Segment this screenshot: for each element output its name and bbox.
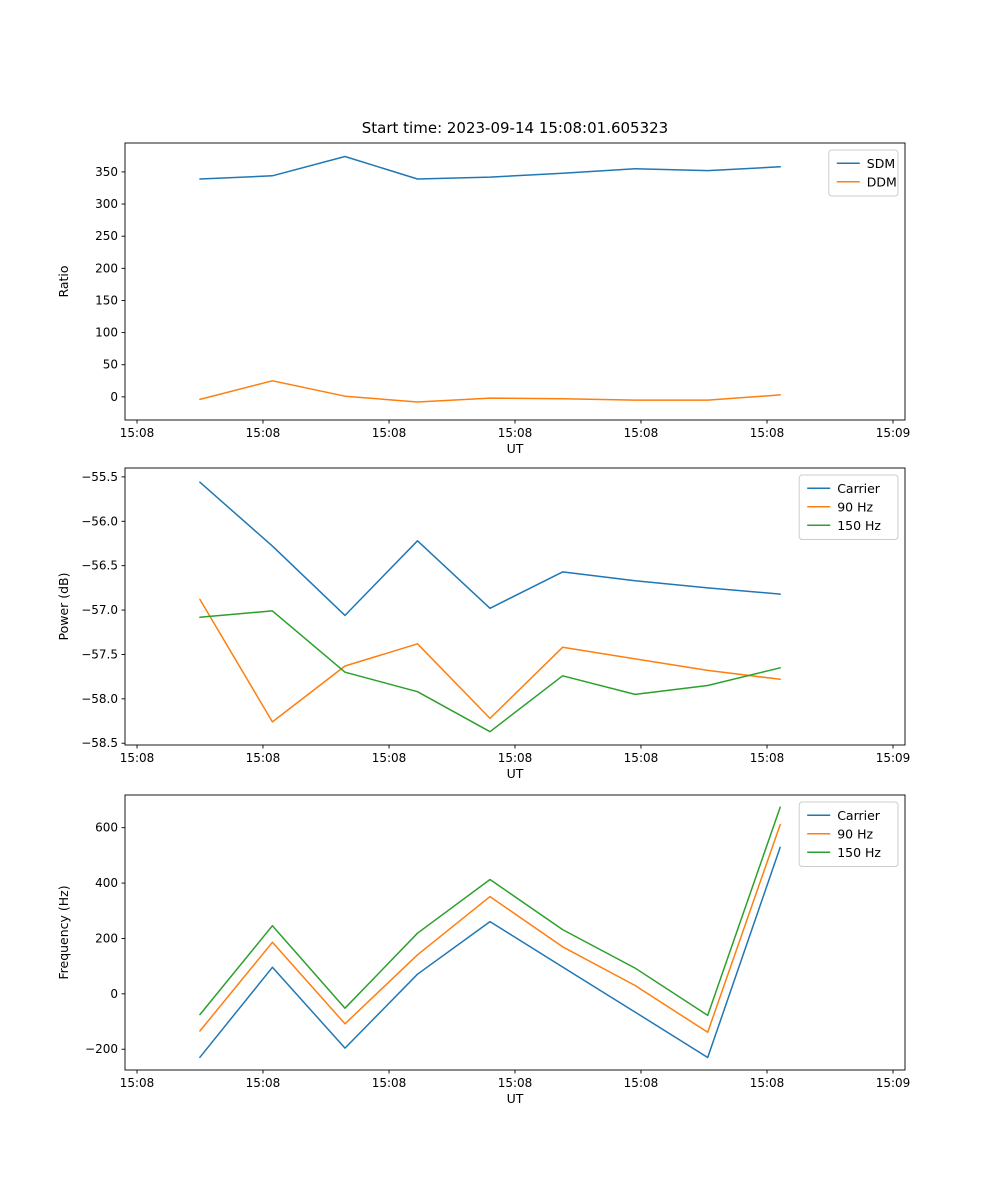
- x-tick-label: 15:08: [498, 1076, 533, 1090]
- x-tick-label: 15:08: [624, 426, 659, 440]
- legend-label: Carrier: [837, 481, 881, 496]
- x-tick-label: 15:09: [876, 751, 911, 765]
- ylabel-power: Power (dB): [56, 572, 71, 640]
- x-tick-label: 15:08: [120, 1076, 155, 1090]
- subplot-power: 15:08 15:08 15:08 15:08 15:08 15:08 15:09 −55.5…: [56, 467, 911, 781]
- ylabel-frequency: Frequency (Hz): [56, 885, 71, 979]
- x-tick-label: 15:08: [372, 1076, 407, 1090]
- xlabel-ratio: UT: [507, 441, 524, 456]
- legend-power: Carrier 90 Hz 150 Hz: [798, 474, 899, 540]
- y-tick-label: 600: [95, 821, 118, 835]
- x-tick-label: 15:08: [750, 426, 785, 440]
- line-150-hz: [199, 806, 781, 1017]
- chart-title: Start time: 2023-09-14 15:08:01.605323: [361, 119, 669, 137]
- y-tick-label: −57.5: [81, 647, 118, 661]
- xlabel-power: UT: [507, 766, 524, 781]
- legend-label: 150 Hz: [837, 845, 881, 860]
- x-tick-label: 15:08: [498, 751, 533, 765]
- subplot-ratio: 15:08 15:08 15:08 15:08 15:08 15:08 15:09 0 50 10…: [56, 142, 911, 456]
- legend-label: 90 Hz: [837, 826, 873, 841]
- axes-frame-ratio: [124, 142, 906, 421]
- x-tick-label: 15:08: [750, 751, 785, 765]
- line-90-hz: [199, 823, 781, 1034]
- y-tick-label: −56.5: [81, 559, 118, 573]
- x-tick-label: 15:08: [246, 1076, 281, 1090]
- y-tick-label: 0: [110, 390, 118, 404]
- x-tick-label: 15:08: [372, 751, 407, 765]
- x-tick-label: 15:08: [246, 426, 281, 440]
- y-tick-label: −56.0: [81, 514, 118, 528]
- line-carrier: [199, 481, 781, 617]
- y-tick-label: 200: [95, 931, 118, 945]
- y-tick-label: 0: [110, 987, 118, 1001]
- subplot-frequency: 15:08 15:08 15:08 15:08 15:08 15:08 15:09 −200 0…: [56, 794, 911, 1106]
- y-tick-label: −57.0: [81, 603, 118, 617]
- y-tick-label: −200: [85, 1042, 118, 1056]
- x-tick-label: 15:08: [120, 751, 155, 765]
- ylabel-ratio: Ratio: [56, 265, 71, 297]
- y-tick-label: −58.5: [81, 736, 118, 750]
- x-tick-label: 15:08: [624, 1076, 659, 1090]
- y-tick-label: 50: [103, 358, 118, 372]
- legend-frequency: Carrier 90 Hz 150 Hz: [798, 801, 899, 867]
- line-ddm: [199, 380, 781, 403]
- y-tick-label: 100: [95, 326, 118, 340]
- axes-frame-power: [124, 467, 906, 746]
- x-tick-label: 15:08: [372, 426, 407, 440]
- axes-frame-frequency: [124, 794, 906, 1071]
- legend-label: SDM: [867, 156, 895, 171]
- line-sdm: [199, 155, 781, 180]
- y-tick-label: 350: [95, 165, 118, 179]
- xlabel-frequency: UT: [507, 1091, 524, 1106]
- y-tick-label: −58.0: [81, 692, 118, 706]
- legend-label: 150 Hz: [837, 518, 881, 533]
- y-tick-label: 400: [95, 876, 118, 890]
- legend-ratio: SDM DDM: [828, 149, 899, 197]
- x-tick-label: 15:09: [876, 426, 911, 440]
- x-tick-label: 15:09: [876, 1076, 911, 1090]
- x-tick-label: 15:08: [498, 426, 533, 440]
- x-tick-label: 15:08: [246, 751, 281, 765]
- legend-label: Carrier: [837, 808, 881, 823]
- y-tick-label: 250: [95, 229, 118, 243]
- x-tick-label: 15:08: [750, 1076, 785, 1090]
- line-carrier: [199, 846, 781, 1059]
- line-150-hz: [199, 610, 781, 733]
- y-tick-label: −55.5: [81, 470, 118, 484]
- y-tick-label: 300: [95, 197, 118, 211]
- legend-label: DDM: [867, 174, 897, 189]
- line-90-hz: [199, 598, 781, 723]
- x-tick-label: 15:08: [120, 426, 155, 440]
- legend-label: 90 Hz: [837, 499, 873, 514]
- x-tick-label: 15:08: [624, 751, 659, 765]
- y-tick-label: 200: [95, 261, 118, 275]
- y-tick-label: 150: [95, 293, 118, 307]
